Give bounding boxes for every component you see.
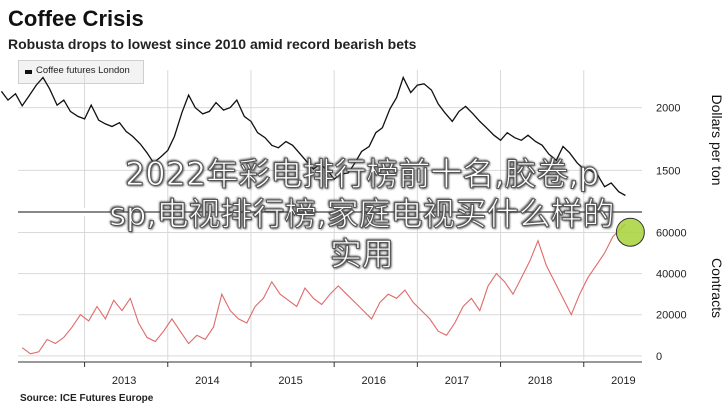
legend-label: Coffee futures London bbox=[36, 65, 130, 76]
x-tick-label: 2015 bbox=[278, 375, 302, 387]
x-tick-label: 2019 bbox=[611, 375, 635, 387]
x-tick-label: 2017 bbox=[445, 375, 469, 387]
bottom-panel-grid bbox=[18, 216, 642, 360]
legend: Coffee futures London bbox=[18, 60, 144, 84]
source-note: Source: ICE Futures Europe bbox=[20, 393, 154, 404]
price-series-line bbox=[0, 75, 626, 197]
chart-subtitle: Robusta drops to lowest since 2010 amid … bbox=[8, 36, 417, 52]
top-y-tick-label: 2000 bbox=[656, 103, 680, 115]
bottom-y-axis-title: Contracts bbox=[709, 258, 725, 318]
top-panel-grid bbox=[18, 70, 642, 208]
contracts-series-line bbox=[21, 223, 626, 355]
bottom-y-tick-label: 0 bbox=[656, 351, 662, 363]
x-tick-label: 2016 bbox=[362, 375, 386, 387]
latest-point-marker bbox=[615, 217, 645, 247]
x-tick-label: 2018 bbox=[528, 375, 552, 387]
x-tick-label: 2014 bbox=[195, 375, 219, 387]
top-y-axis-title: Dollars per ton bbox=[709, 94, 725, 185]
x-tick-label: 2013 bbox=[112, 375, 136, 387]
bottom-y-tick-label: 40000 bbox=[656, 269, 687, 281]
bottom-y-tick-label: 60000 bbox=[656, 227, 687, 239]
legend-swatch bbox=[25, 70, 32, 74]
chart-title: Coffee Crisis bbox=[8, 6, 144, 31]
top-y-tick-label: 1500 bbox=[656, 165, 680, 177]
bottom-y-tick-label: 20000 bbox=[656, 310, 687, 322]
